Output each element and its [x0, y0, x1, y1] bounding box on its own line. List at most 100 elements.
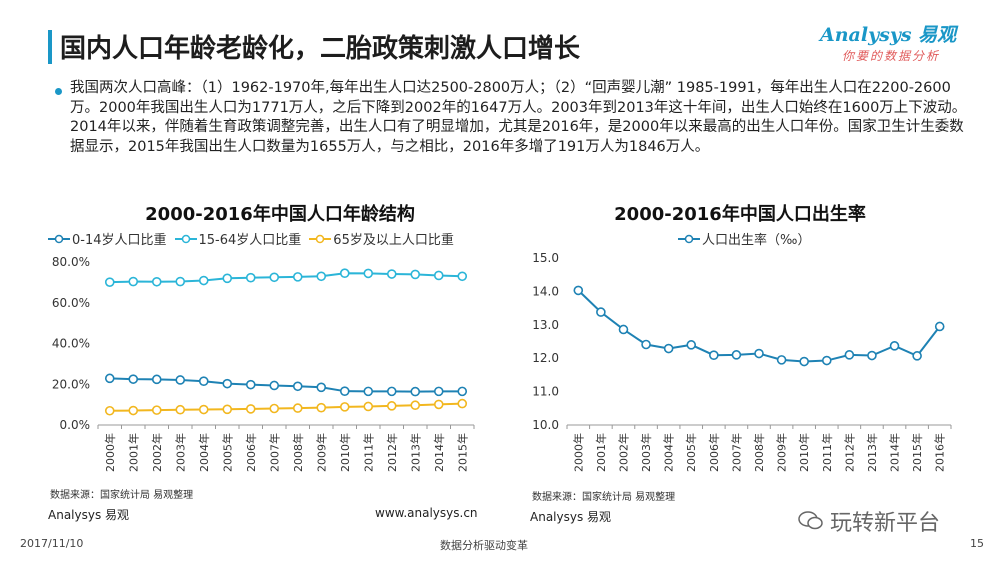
x-tick-label: 2007年	[729, 433, 743, 472]
data-point	[316, 382, 327, 393]
data-point	[363, 401, 374, 412]
x-tick-label: 2014年	[888, 433, 902, 472]
data-point	[457, 398, 468, 409]
x-tick-label: 2007年	[267, 433, 281, 472]
x-tick-label: 2015年	[455, 433, 469, 472]
data-point	[245, 379, 256, 390]
footer-slogan: 数据分析驱动变革	[440, 539, 528, 552]
analysys-logo: Analysys 易观 你要的数据分析	[820, 20, 970, 70]
data-point	[363, 386, 374, 397]
y-tick-label: 80.0%	[52, 255, 90, 269]
right-line-chart: 10.0 11.0 12.0 13.0 14.0 15.0 2000年 2001年 2002年 2…	[532, 251, 952, 472]
x-tick-label: 2016年	[933, 433, 947, 472]
data-point	[198, 376, 209, 386]
data-point	[151, 405, 162, 415]
left-chart-legend: 0-14岁人口比重 15-64岁人口比重 65岁及以上人口比重	[48, 229, 462, 248]
data-point	[776, 355, 787, 365]
data-point	[222, 273, 233, 284]
data-point	[222, 378, 233, 389]
data-point	[175, 375, 186, 385]
x-tick-label: 2009年	[775, 433, 789, 472]
x-tick-label: 2014年	[432, 433, 446, 472]
data-point	[433, 270, 444, 281]
x-tick-label: 2003年	[173, 433, 187, 472]
left-data-source: 数据来源：国家统计局 易观整理	[50, 490, 194, 501]
data-point	[663, 343, 674, 354]
legend-marker	[174, 234, 197, 243]
data-point	[386, 401, 397, 411]
data-point	[245, 272, 256, 283]
data-point	[709, 350, 719, 360]
x-tick-label: 2004年	[197, 433, 211, 472]
data-point	[410, 400, 421, 411]
data-point	[867, 350, 877, 361]
data-point	[175, 276, 186, 287]
data-point	[339, 402, 350, 412]
x-tick-label: 2013年	[865, 433, 879, 472]
legend-label: 15-64岁人口比重	[198, 233, 302, 248]
data-point	[128, 405, 139, 416]
data-point	[386, 386, 397, 397]
series-line	[109, 272, 463, 284]
data-point	[686, 340, 697, 350]
x-tick-label: 2004年	[662, 433, 676, 472]
data-point	[457, 271, 468, 282]
legend-label: 0-14岁人口比重	[72, 233, 167, 248]
data-point	[410, 269, 421, 280]
legend-item: 65岁及以上人口比重	[309, 229, 454, 248]
y-tick-label: 11.0	[532, 385, 559, 399]
logo-main-text: Analysys 易观	[820, 24, 957, 46]
data-point	[151, 276, 162, 287]
legend-item: 15-64岁人口比重	[174, 229, 302, 248]
data-point	[457, 386, 468, 397]
x-tick-label: 2010年	[338, 433, 352, 472]
x-tick-label: 2002年	[616, 433, 630, 472]
data-point	[363, 268, 374, 279]
data-point	[912, 351, 922, 361]
right-brand: Analysys 易观	[530, 510, 612, 524]
legend-marker	[309, 234, 332, 243]
x-tick-label: 2015年	[910, 433, 924, 472]
page-title: 国内人口年龄老龄化，二胎政策刺激人口增长	[60, 34, 581, 64]
x-tick-label: 2011年	[820, 433, 834, 472]
data-point	[799, 356, 809, 367]
x-tick-label: 2013年	[408, 433, 422, 472]
data-point	[641, 339, 651, 350]
x-tick-label: 2005年	[220, 433, 234, 472]
summary-paragraph: 我国两次人口高峰：（1）1962-1970年,每年出生人口达2500-2800万…	[70, 80, 967, 155]
data-point	[104, 373, 115, 384]
y-tick-label: 40.0%	[52, 337, 90, 351]
legend-marker	[48, 234, 70, 243]
data-point	[316, 402, 327, 413]
data-point	[175, 404, 186, 415]
x-tick-label: 2006年	[707, 433, 721, 472]
x-tick-label: 2002年	[150, 433, 164, 472]
x-tick-label: 2001年	[594, 433, 608, 472]
left-url: www.analysys.cn	[375, 506, 478, 520]
y-tick-label: 60.0%	[52, 296, 90, 310]
wechat-watermark: 玩转新平台	[798, 505, 940, 537]
data-point	[844, 350, 855, 360]
x-tick-label: 2005年	[684, 433, 698, 472]
x-tick-label: 2008年	[752, 433, 766, 472]
y-tick-label: 13.0	[532, 318, 559, 332]
data-point	[731, 350, 742, 360]
data-point	[889, 341, 900, 351]
data-point	[198, 275, 209, 286]
data-point	[433, 399, 444, 410]
y-tick-label: 15.0	[532, 251, 559, 265]
x-tick-label: 2000年	[571, 433, 585, 472]
data-point	[316, 271, 327, 282]
data-point	[433, 386, 444, 397]
left-brand: Analysys 易观	[48, 508, 130, 522]
data-point	[151, 374, 162, 385]
legend-item: 0-14岁人口比重	[48, 229, 167, 248]
title-accent-bar	[48, 30, 52, 64]
data-point	[386, 269, 397, 279]
right-chart-legend: 人口出生率（‰）	[678, 229, 818, 248]
data-point	[292, 381, 303, 392]
series-line	[109, 402, 463, 412]
data-point	[754, 348, 764, 359]
data-point	[934, 321, 945, 332]
data-point	[104, 277, 115, 287]
